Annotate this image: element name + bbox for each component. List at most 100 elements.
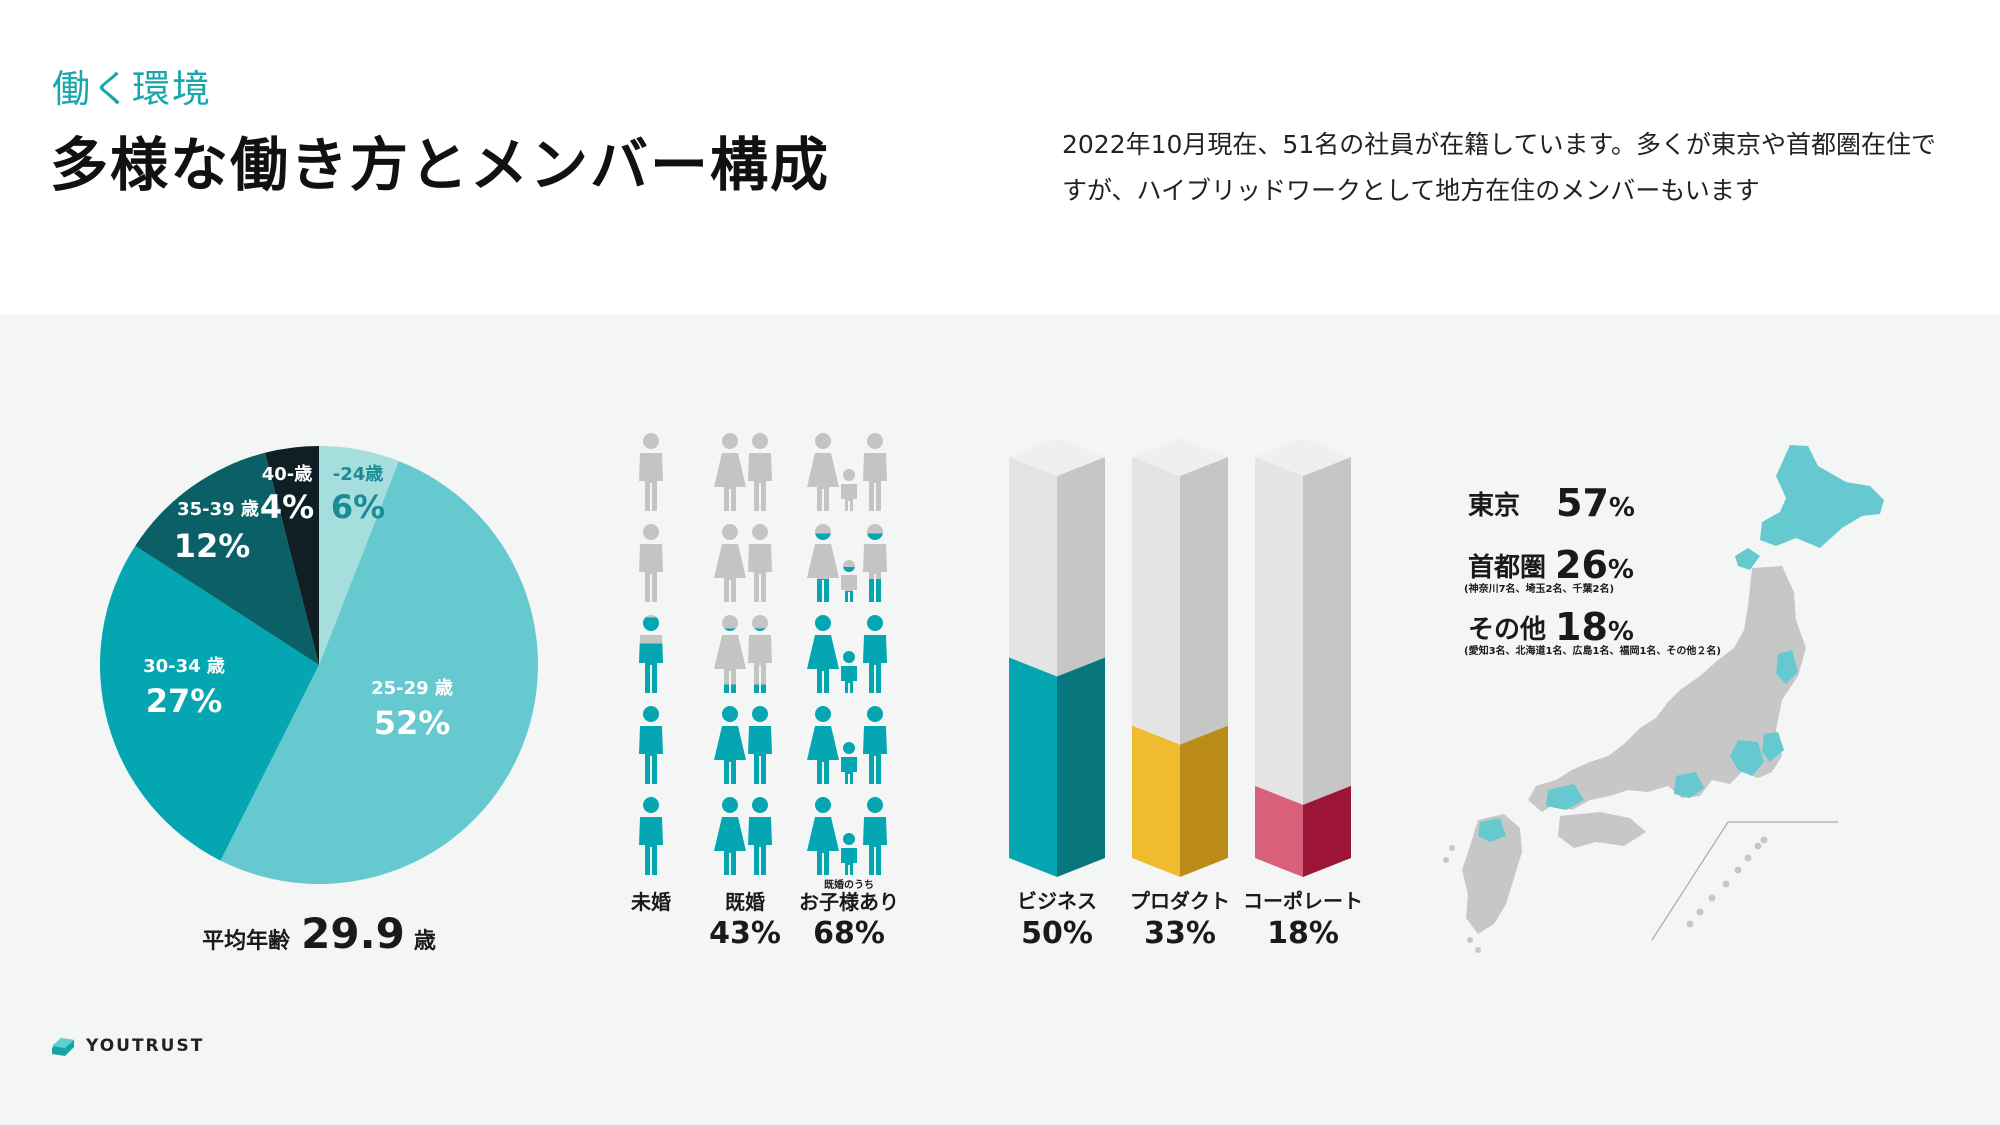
- man-head: [752, 706, 768, 722]
- person-icon: [714, 706, 772, 784]
- pie-value-label: 6%: [331, 488, 385, 526]
- department-bar: [1255, 438, 1351, 877]
- woman-body: [714, 726, 746, 784]
- okinawa-island: [1744, 854, 1752, 862]
- okinawa-inset-line: [1651, 821, 1838, 941]
- hokkaido-region: [1760, 445, 1884, 548]
- average-age-suffix: 歳: [414, 929, 436, 954]
- marriage-pictogram: [639, 433, 887, 875]
- age-pie-chart: [100, 446, 539, 885]
- man-head: [752, 433, 768, 449]
- person-icon: [639, 797, 663, 875]
- page-title: 多様な働き方とメンバー構成: [50, 131, 831, 199]
- bar-cap: [1255, 438, 1351, 476]
- pie-category-label: 35-39 歳: [177, 499, 259, 520]
- man-body: [639, 635, 663, 693]
- child-head: [843, 742, 855, 754]
- okinawa-island: [1722, 880, 1730, 888]
- logo-mark-icon: [52, 1038, 74, 1056]
- hiroshima-region: [1546, 784, 1584, 810]
- woman-body: [714, 635, 746, 693]
- location-note: (愛知3名、北海道1名、広島1名、福岡1名、その他２名): [1464, 644, 1721, 657]
- pie-slice: [265, 446, 319, 665]
- person-icon: [807, 797, 887, 875]
- marriage-note: 既婚のうち: [824, 878, 874, 891]
- woman-body: [714, 453, 746, 511]
- average-age: 平均年齢 29.9 歳: [202, 909, 436, 958]
- location-value-number: 18: [1555, 605, 1608, 649]
- location-value: 26%: [1555, 543, 1634, 587]
- location-label: 首都圏: [1468, 552, 1546, 583]
- okinawa-island: [1760, 836, 1768, 844]
- man-head: [643, 706, 659, 722]
- man-body: [863, 817, 887, 875]
- woman-body: [807, 817, 839, 875]
- logo-text: YOUTRUST: [86, 1036, 205, 1056]
- child-head: [843, 651, 855, 663]
- pie-category-label: 30-34 歳: [143, 656, 225, 677]
- marriage-label: 未婚: [631, 890, 671, 914]
- man-body: [639, 544, 663, 602]
- pie-category-label: 25-29 歳: [371, 678, 453, 699]
- department-bar: [1132, 438, 1228, 877]
- hokkaido-islet: [1735, 548, 1760, 570]
- child-body: [841, 484, 857, 511]
- man-head: [867, 615, 883, 631]
- pie-slice: [100, 545, 319, 861]
- bar-empty-left: [1009, 457, 1057, 677]
- man-head: [752, 615, 768, 631]
- bar-empty-right: [1057, 457, 1105, 677]
- man-body: [748, 544, 772, 602]
- man-body: [639, 817, 663, 875]
- header-section: 働く環境 多様な働き方とメンバー構成 2022年10月現在、51名の社員が在籍し…: [0, 0, 2000, 315]
- location-note: (神奈川7名、埼玉2名、千葉2名): [1464, 582, 1614, 595]
- woman-head: [722, 797, 738, 813]
- bar-fill-left: [1255, 785, 1303, 877]
- description-line-2: すが、ハイブリッドワークとして地方在住のメンバーもいます: [1062, 176, 1760, 205]
- marriage-value: 68%: [813, 916, 885, 951]
- woman-body: [714, 544, 746, 602]
- woman-head: [722, 524, 738, 540]
- bar-fill-right: [1180, 725, 1228, 877]
- child-head: [843, 560, 855, 572]
- person-icon: [807, 524, 887, 602]
- department-label: ビジネス: [1017, 889, 1097, 913]
- woman-head: [722, 433, 738, 449]
- man-body: [863, 726, 887, 784]
- chiba-region: [1762, 732, 1784, 762]
- location-value-number: 57: [1556, 481, 1609, 525]
- person-icon: [639, 524, 663, 602]
- woman-head: [722, 615, 738, 631]
- child-body: [841, 666, 857, 693]
- location-label: 東京: [1468, 490, 1520, 521]
- person-icon: [639, 706, 663, 784]
- man-head: [643, 615, 659, 631]
- location-value-unit: %: [1608, 617, 1634, 647]
- bar-empty-left: [1255, 457, 1303, 805]
- person-icon: [807, 706, 887, 784]
- woman-head: [815, 706, 831, 722]
- woman-body: [714, 817, 746, 875]
- man-head: [867, 706, 883, 722]
- okinawa-island: [1708, 894, 1716, 902]
- child-head: [843, 833, 855, 845]
- person-icon: [714, 615, 772, 693]
- department-bar-chart: [1009, 438, 1351, 877]
- japan-map: [1443, 445, 1884, 953]
- honshu-region: [1528, 566, 1806, 812]
- man-body: [748, 726, 772, 784]
- department-value: 33%: [1144, 916, 1216, 951]
- marriage-label: お子様あり: [799, 890, 899, 914]
- bar-fill-right: [1057, 657, 1105, 877]
- man-head: [643, 797, 659, 813]
- marriage-label: 既婚: [725, 890, 765, 914]
- man-head: [867, 433, 883, 449]
- page-description: 2022年10月現在、51名の社員が在籍しています。多くが東京や首都圏在住で す…: [1062, 122, 1962, 214]
- youtrust-logo: YOUTRUST: [50, 1035, 204, 1057]
- location-value-unit: %: [1609, 493, 1635, 523]
- location-value-number: 26: [1555, 543, 1608, 587]
- woman-body: [807, 453, 839, 511]
- small-island: [1467, 937, 1473, 943]
- fukuoka-region: [1478, 818, 1506, 842]
- department-bar: [1009, 438, 1105, 877]
